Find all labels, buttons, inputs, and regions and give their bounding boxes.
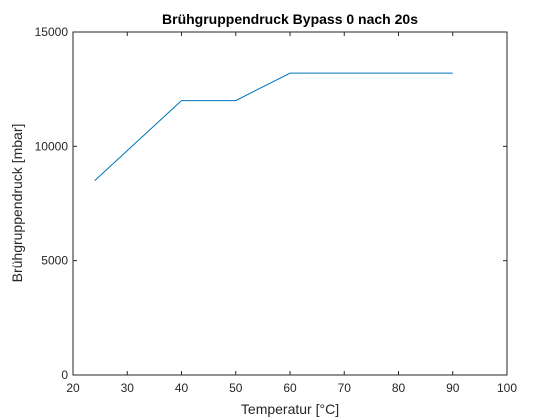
x-axis: 20 30 40 50 60 70 80 90 100 — [66, 32, 517, 395]
y-tick-label: 10000 — [35, 139, 69, 153]
plot-area — [72, 31, 508, 376]
y-tick-label: 15000 — [35, 25, 69, 39]
y-axis-label: Brühgruppendruck [mbar] — [9, 124, 25, 283]
x-tick-label: 30 — [121, 381, 135, 395]
x-tick-label: 40 — [175, 381, 189, 395]
chart-title: Brühgruppendruck Bypass 0 nach 20s — [162, 11, 418, 27]
x-axis-label: Temperatur [°C] — [241, 401, 339, 417]
x-tick-label: 20 — [66, 381, 80, 395]
x-tick-label: 70 — [338, 381, 352, 395]
x-tick-label: 60 — [283, 381, 297, 395]
x-tick-label: 50 — [229, 381, 243, 395]
y-tick-label: 0 — [61, 368, 68, 382]
y-tick-label: 5000 — [41, 254, 68, 268]
x-tick-label: 90 — [446, 381, 460, 395]
y-axis: 0 5000 10000 15000 — [35, 25, 507, 382]
x-tick-label: 100 — [497, 381, 517, 395]
series-line-0 — [94, 72, 453, 182]
series-layer — [94, 72, 453, 182]
x-tick-label: 80 — [392, 381, 406, 395]
